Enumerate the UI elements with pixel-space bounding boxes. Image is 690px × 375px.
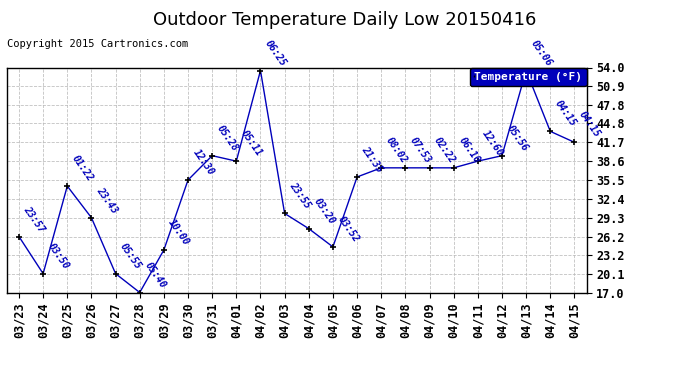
Text: 03:50: 03:50: [46, 241, 71, 271]
Text: 07:53: 07:53: [408, 135, 433, 165]
Text: 12:30: 12:30: [191, 147, 216, 177]
Text: 05:55: 05:55: [119, 241, 144, 271]
Text: Copyright 2015 Cartronics.com: Copyright 2015 Cartronics.com: [7, 39, 188, 50]
Text: 12:60: 12:60: [481, 129, 506, 158]
Text: 10:00: 10:00: [167, 217, 192, 247]
Text: 05:11: 05:11: [239, 129, 264, 158]
Text: 04:15: 04:15: [578, 110, 602, 140]
Legend: Temperature (°F): Temperature (°F): [470, 68, 586, 86]
Text: 23:55: 23:55: [288, 181, 313, 211]
Text: 21:35: 21:35: [360, 144, 385, 174]
Text: Outdoor Temperature Daily Low 20150416: Outdoor Temperature Daily Low 20150416: [153, 11, 537, 29]
Text: 03:52: 03:52: [336, 214, 361, 244]
Text: 23:57: 23:57: [22, 204, 47, 234]
Text: 06:25: 06:25: [264, 38, 288, 68]
Text: 03:20: 03:20: [312, 196, 337, 226]
Text: 04:15: 04:15: [553, 99, 578, 129]
Text: 08:02: 08:02: [384, 135, 409, 165]
Text: 02:22: 02:22: [433, 135, 457, 165]
Text: 05:28: 05:28: [215, 123, 240, 153]
Text: 05:56: 05:56: [505, 123, 530, 153]
Text: 23:43: 23:43: [95, 185, 119, 215]
Text: 05:06: 05:06: [529, 38, 554, 68]
Text: 01:22: 01:22: [70, 153, 95, 183]
Text: 06:10: 06:10: [457, 135, 482, 165]
Text: 05:40: 05:40: [143, 260, 168, 290]
